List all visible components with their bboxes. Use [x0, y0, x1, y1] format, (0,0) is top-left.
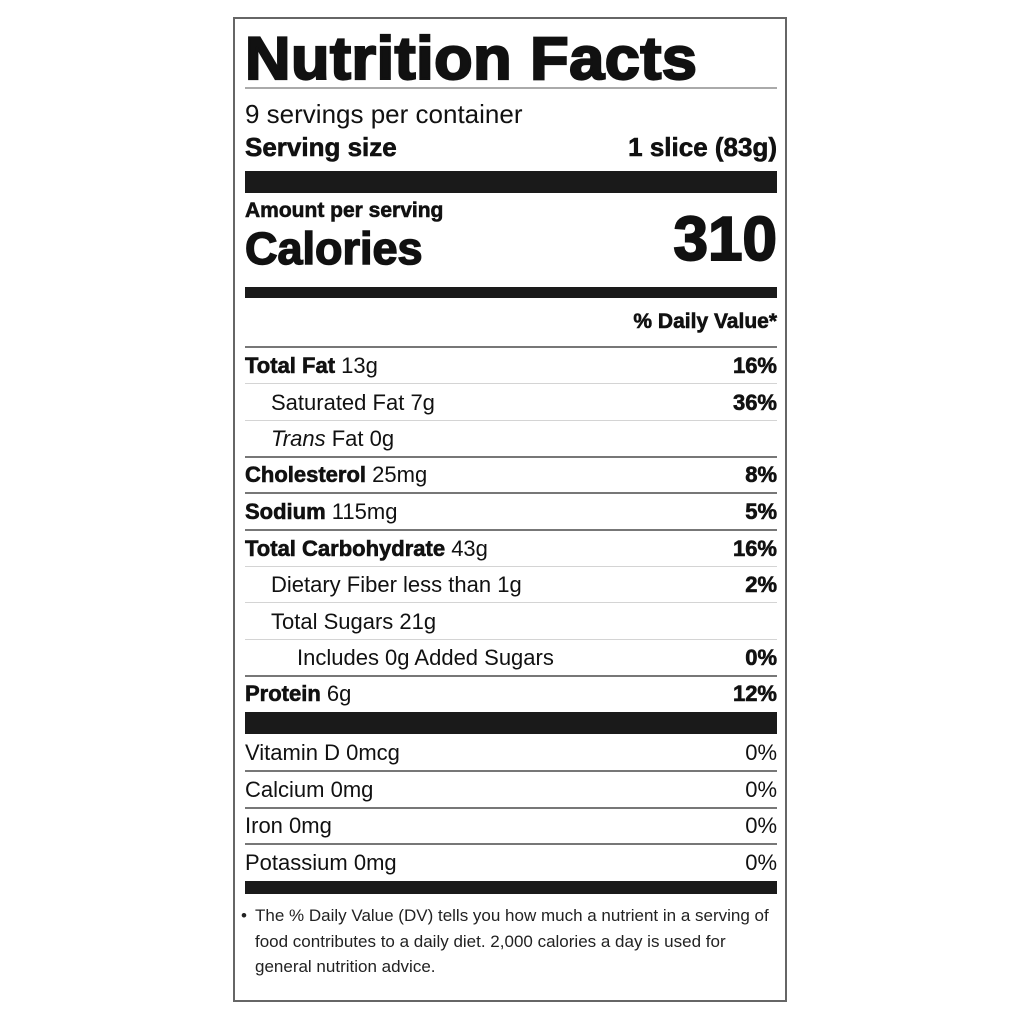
servings-per-container: 9 servings per container	[245, 99, 777, 129]
nutrient-name: Total Sugars	[271, 609, 394, 634]
nutrient-amount: less than 1g	[403, 572, 522, 597]
amount-per-serving: Amount per serving	[245, 199, 444, 223]
micronutrient-name: Iron	[245, 813, 283, 838]
footnote-bullet: •	[241, 906, 247, 925]
nutrient-name: Protein	[245, 681, 321, 707]
nutrient-row-sodium: Sodium 115mg 5%	[245, 499, 778, 525]
nutrient-row-total-carbohydrate: Total Carbohydrate 43g 16%	[245, 536, 778, 562]
nutrient-row-total-sugars: Total Sugars 21g	[245, 609, 777, 635]
divider	[245, 807, 777, 809]
nutrient-row-protein: Protein 6g 12%	[245, 681, 778, 707]
divider-medium	[245, 881, 777, 894]
nutrient-row-total-fat: Total Fat 13g 16%	[245, 353, 778, 379]
divider	[245, 602, 777, 603]
divider	[245, 456, 777, 458]
divider	[245, 383, 777, 384]
nutrient-amount: 21g	[399, 609, 437, 634]
micronutrient-amount: 0mg	[353, 850, 397, 875]
divider	[245, 770, 777, 772]
divider	[245, 843, 777, 845]
nutrient-name: Sodium	[245, 499, 326, 525]
nutrient-amount: 115mg	[331, 499, 398, 524]
label-title: Nutrition Facts	[244, 25, 698, 92]
nutrient-name-italic: Trans	[271, 426, 326, 451]
micronutrient-dv: 0%	[745, 740, 777, 765]
nutrient-name: Total Carbohydrate	[245, 536, 446, 562]
nutrient-row-cholesterol: Cholesterol 25mg 8%	[245, 462, 778, 488]
divider	[245, 639, 777, 640]
divider	[245, 87, 777, 89]
nutrient-dv: 2%	[745, 572, 777, 598]
divider	[245, 566, 777, 567]
nutrient-amount: 13g	[341, 353, 378, 378]
serving-size-label: Serving size	[245, 132, 397, 163]
micronutrient-name: Calcium	[245, 777, 325, 802]
nutrient-row-added-sugars: Includes 0g Added Sugars 0%	[245, 645, 777, 671]
footnote-text: The % Daily Value (DV) tells you how muc…	[255, 906, 769, 976]
divider-medium	[245, 287, 777, 298]
nutrition-facts-label: Nutrition Facts 9 servings per container…	[233, 17, 787, 1002]
nutrient-row-trans-fat: Trans Fat 0g	[245, 426, 777, 452]
daily-value-header: % Daily Value*	[633, 310, 777, 334]
divider	[245, 675, 777, 677]
nutrient-dv: 12%	[732, 681, 778, 707]
divider-thick	[245, 171, 777, 193]
servings-text: 9 servings per container	[245, 99, 523, 129]
nutrient-dv: 0%	[745, 645, 777, 671]
nutrient-row-saturated-fat: Saturated Fat 7g 36%	[245, 390, 777, 416]
nutrient-name: Saturated Fat	[271, 390, 405, 415]
nutrient-amount: 0g	[369, 426, 395, 451]
micronutrient-dv: 0%	[745, 850, 777, 875]
micronutrient-amount: 0mcg	[346, 740, 400, 765]
divider-thick	[245, 712, 777, 734]
nutrient-amount: 43g	[451, 536, 488, 561]
nutrient-dv: 16%	[732, 353, 778, 379]
nutrient-name: Dietary Fiber	[271, 572, 397, 597]
nutrient-amount: 25mg	[372, 462, 428, 487]
divider	[245, 420, 777, 421]
micronutrient-dv: 0%	[745, 777, 777, 802]
nutrient-dv: 36%	[732, 390, 778, 416]
micronutrient-amount: 0mg	[289, 813, 332, 838]
calories-label: Calories	[244, 222, 423, 275]
micronutrient-name: Vitamin D	[245, 740, 340, 765]
divider	[245, 492, 777, 494]
nutrient-amount: 6g	[326, 681, 352, 706]
nutrient-dv: 5%	[745, 499, 777, 525]
micronutrient-dv: 0%	[745, 813, 777, 838]
micronutrient-amount: 0mg	[330, 777, 374, 802]
nutrient-name: Total Fat	[245, 353, 336, 379]
nutrient-dv: 8%	[745, 462, 777, 488]
nutrient-dv: 16%	[732, 536, 778, 562]
nutrient-name: Includes 0g Added Sugars	[297, 645, 554, 670]
micronutrient-row-vitamin-d: Vitamin D 0mcg 0%	[245, 740, 777, 766]
micronutrient-row-potassium: Potassium 0mg 0%	[245, 850, 777, 876]
micronutrient-name: Potassium	[245, 850, 348, 875]
nutrient-name: Cholesterol	[245, 462, 367, 488]
nutrient-row-dietary-fiber: Dietary Fiber less than 1g 2%	[245, 572, 777, 598]
nutrient-amount: 7g	[410, 390, 435, 415]
calories-value: 310	[673, 204, 778, 275]
nutrient-name: Fat	[331, 426, 364, 451]
divider	[245, 346, 777, 348]
micronutrient-row-iron: Iron 0mg 0%	[245, 813, 777, 839]
divider	[245, 529, 777, 531]
micronutrient-row-calcium: Calcium 0mg 0%	[245, 777, 777, 803]
footnote: • The % Daily Value (DV) tells you how m…	[241, 903, 777, 980]
serving-size-value: 1 slice (83g)	[628, 132, 777, 163]
serving-size-row: Serving size 1 slice (83g)	[245, 132, 778, 163]
